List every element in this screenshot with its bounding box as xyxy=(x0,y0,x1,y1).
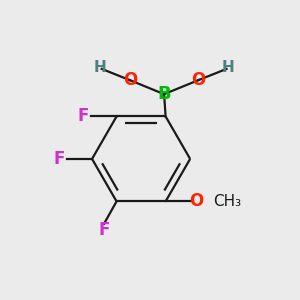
Text: O: O xyxy=(189,192,203,210)
Text: CH₃: CH₃ xyxy=(214,194,242,209)
Text: H: H xyxy=(222,60,234,75)
Text: O: O xyxy=(123,71,137,89)
Text: B: B xyxy=(157,85,171,103)
Text: H: H xyxy=(94,60,106,75)
Text: F: F xyxy=(78,107,89,125)
Text: F: F xyxy=(98,221,110,239)
Text: O: O xyxy=(191,71,206,89)
Text: F: F xyxy=(53,150,65,168)
